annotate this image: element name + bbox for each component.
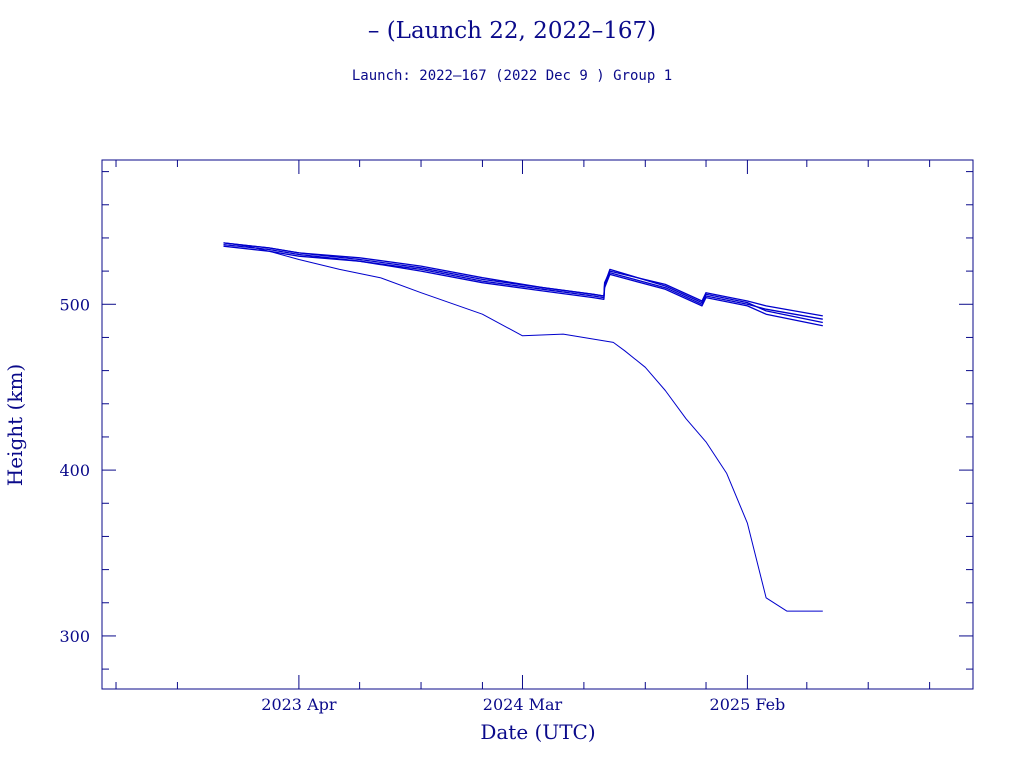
x-tick-label: 2024 Mar xyxy=(483,695,563,714)
y-tick-label: 500 xyxy=(59,295,90,314)
y-axis-label: Height (km) xyxy=(3,364,27,486)
series-line-3 xyxy=(223,243,823,320)
y-tick-label: 400 xyxy=(59,461,90,480)
series-line-5 xyxy=(223,245,823,327)
series-line-1 xyxy=(223,242,823,612)
chart-subtitle: Launch: 2022–167 (2022 Dec 9 ) Group 1 xyxy=(352,68,672,84)
x-tick-label: 2023 Apr xyxy=(261,695,337,714)
y-tick-label: 300 xyxy=(59,627,90,646)
axis-ticks: 300 400 500 2023 Apr 2024 Mar 2025 Feb xyxy=(59,160,973,714)
series-group xyxy=(223,242,823,612)
x-axis-label: Date (UTC) xyxy=(480,720,595,744)
x-tick-label: 2025 Feb xyxy=(710,695,786,714)
plot-frame xyxy=(101,159,974,690)
chart-title: – (Launch 22, 2022–167) xyxy=(368,18,656,44)
